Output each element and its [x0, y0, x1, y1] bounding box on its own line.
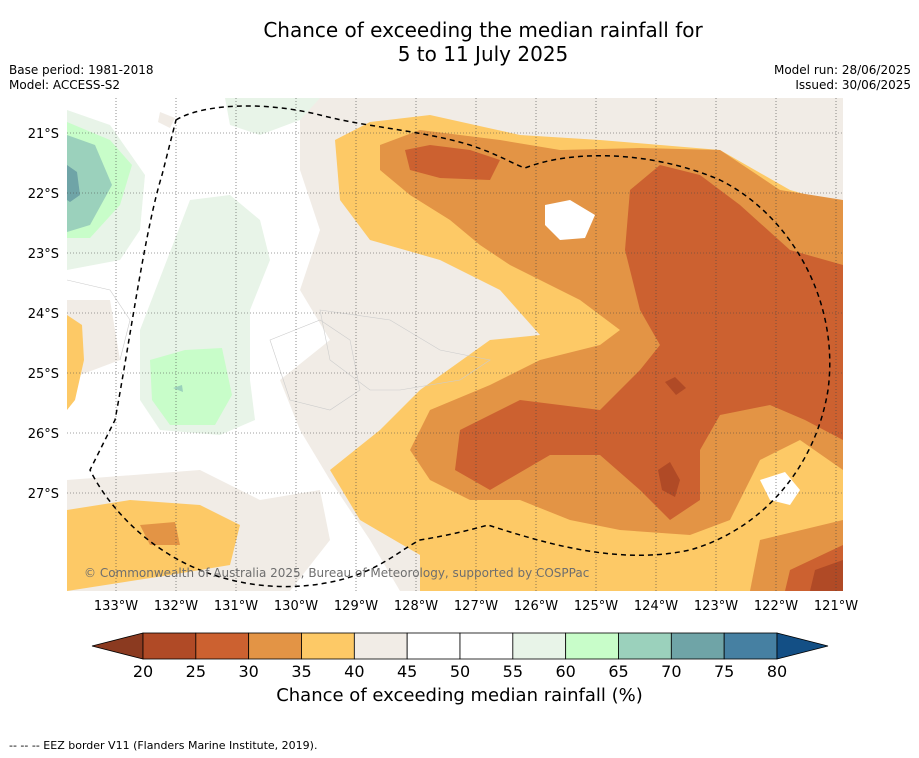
colorbar-tick-label: 30	[238, 662, 258, 681]
colorbar-segment	[406, 632, 461, 660]
colorbar-segment	[618, 632, 672, 660]
colorbar-segment	[142, 632, 197, 660]
band-20-25-c	[810, 560, 843, 591]
lat-label-27s: 27°S	[28, 487, 59, 502]
lon-labels: 133°W 132°W 131°W 130°W 129°W 128°W 127°…	[94, 599, 858, 614]
colorbar-tick-label: 40	[344, 662, 364, 681]
colorbar-tick-label: 50	[450, 662, 470, 681]
colorbar-tick-label: 55	[503, 662, 523, 681]
model-name: Model: ACCESS-S2	[9, 78, 121, 92]
colorbar-tick-label: 60	[555, 662, 575, 681]
lat-label-21s: 21°S	[28, 127, 59, 142]
lat-labels: 21°S 22°S 23°S 24°S 25°S 26°S 27°S	[28, 127, 59, 502]
band-60-65-center	[150, 348, 232, 425]
lon-label-130w: 130°W	[274, 599, 318, 614]
band-25-30	[455, 165, 843, 520]
lon-label-122w: 122°W	[754, 599, 798, 614]
lon-label-133w: 133°W	[94, 599, 138, 614]
colorbar-segment	[512, 632, 567, 660]
base-period: Base period: 1981-2018	[9, 63, 154, 77]
band-20-25-b	[658, 462, 680, 497]
model-run: Model run: 28/06/2025	[773, 63, 911, 77]
band-65-70-spot	[173, 385, 183, 392]
contour-line	[67, 279, 131, 361]
colorbar-segment	[723, 632, 778, 660]
colorbar-tick-label: 45	[397, 662, 417, 681]
lat-label-26s: 26°S	[28, 427, 59, 442]
lon-label-125w: 125°W	[574, 599, 618, 614]
colorbar-segment	[565, 632, 619, 660]
colorbar-tick-label: 80	[767, 662, 787, 681]
band-25-30-north	[405, 145, 500, 180]
band-20-25-a	[665, 377, 686, 395]
title-line-2: 5 to 11 July 2025	[397, 42, 569, 66]
meta-right: Model run: 28/06/2025 Issued: 30/06/2025	[774, 63, 911, 93]
colorbar-extend-low	[91, 632, 144, 660]
lon-label-126w: 126°W	[514, 599, 558, 614]
colorbar-tick-label: 75	[714, 662, 734, 681]
rainfall-field: © Commonwealth of Australia 2025, Bureau…	[67, 98, 843, 591]
lon-label-131w: 131°W	[214, 599, 258, 614]
colorbar-tick-label: 25	[186, 662, 206, 681]
colorbar-segment	[353, 632, 408, 660]
band-40-45-topleft	[158, 112, 175, 128]
lat-label-24s: 24°S	[28, 307, 59, 322]
colorbar-segment	[195, 632, 250, 660]
contour-line	[319, 309, 491, 391]
lon-label-124w: 124°W	[634, 599, 678, 614]
lon-label-123w: 123°W	[694, 599, 738, 614]
band-35-40-sw	[67, 500, 240, 591]
band-65-70	[67, 135, 112, 232]
colorbar-tick-label: 65	[608, 662, 628, 681]
colorbar: 20 25 30 35 40 45 50 55 60 65 70 75 80	[91, 632, 829, 681]
band-30-35-sw	[140, 522, 180, 545]
lat-label-23s: 23°S	[28, 247, 59, 262]
colorbar-tick-label: 35	[291, 662, 311, 681]
colorbar-segment	[301, 632, 355, 660]
title-line-1: Chance of exceeding the median rainfall …	[263, 18, 703, 42]
band-35-40-w	[67, 315, 84, 410]
lon-label-128w: 128°W	[394, 599, 438, 614]
eez-border	[89, 105, 831, 588]
colorbar-segment	[459, 632, 514, 660]
copyright-text: © Commonwealth of Australia 2025, Bureau…	[84, 566, 589, 580]
lat-label-22s: 22°S	[28, 187, 59, 202]
issued-date: Issued: 30/06/2025	[795, 78, 911, 92]
graticule	[67, 98, 843, 591]
colorbar-label: Chance of exceeding median rainfall (%)	[276, 685, 643, 706]
contour-line	[269, 319, 361, 411]
band-45-55-hole-a	[545, 200, 595, 240]
colorbar-segment	[670, 632, 725, 660]
eez-legend-note: -- -- -- EEZ border V11 (Flanders Marine…	[9, 739, 318, 752]
colorbar-tick-label: 70	[661, 662, 681, 681]
colorbar-tick-label: 20	[133, 662, 153, 681]
lat-label-25s: 25°S	[28, 367, 59, 382]
meta-left: Base period: 1981-2018 Model: ACCESS-S2	[9, 63, 154, 93]
lon-label-127w: 127°W	[454, 599, 498, 614]
lon-label-121w: 121°W	[814, 599, 858, 614]
lon-label-129w: 129°W	[334, 599, 378, 614]
colorbar-extend-high	[776, 632, 829, 660]
lon-label-132w: 132°W	[154, 599, 198, 614]
map-title: Chance of exceeding the median rainfall …	[0, 18, 919, 66]
colorbar-segment	[248, 632, 302, 660]
